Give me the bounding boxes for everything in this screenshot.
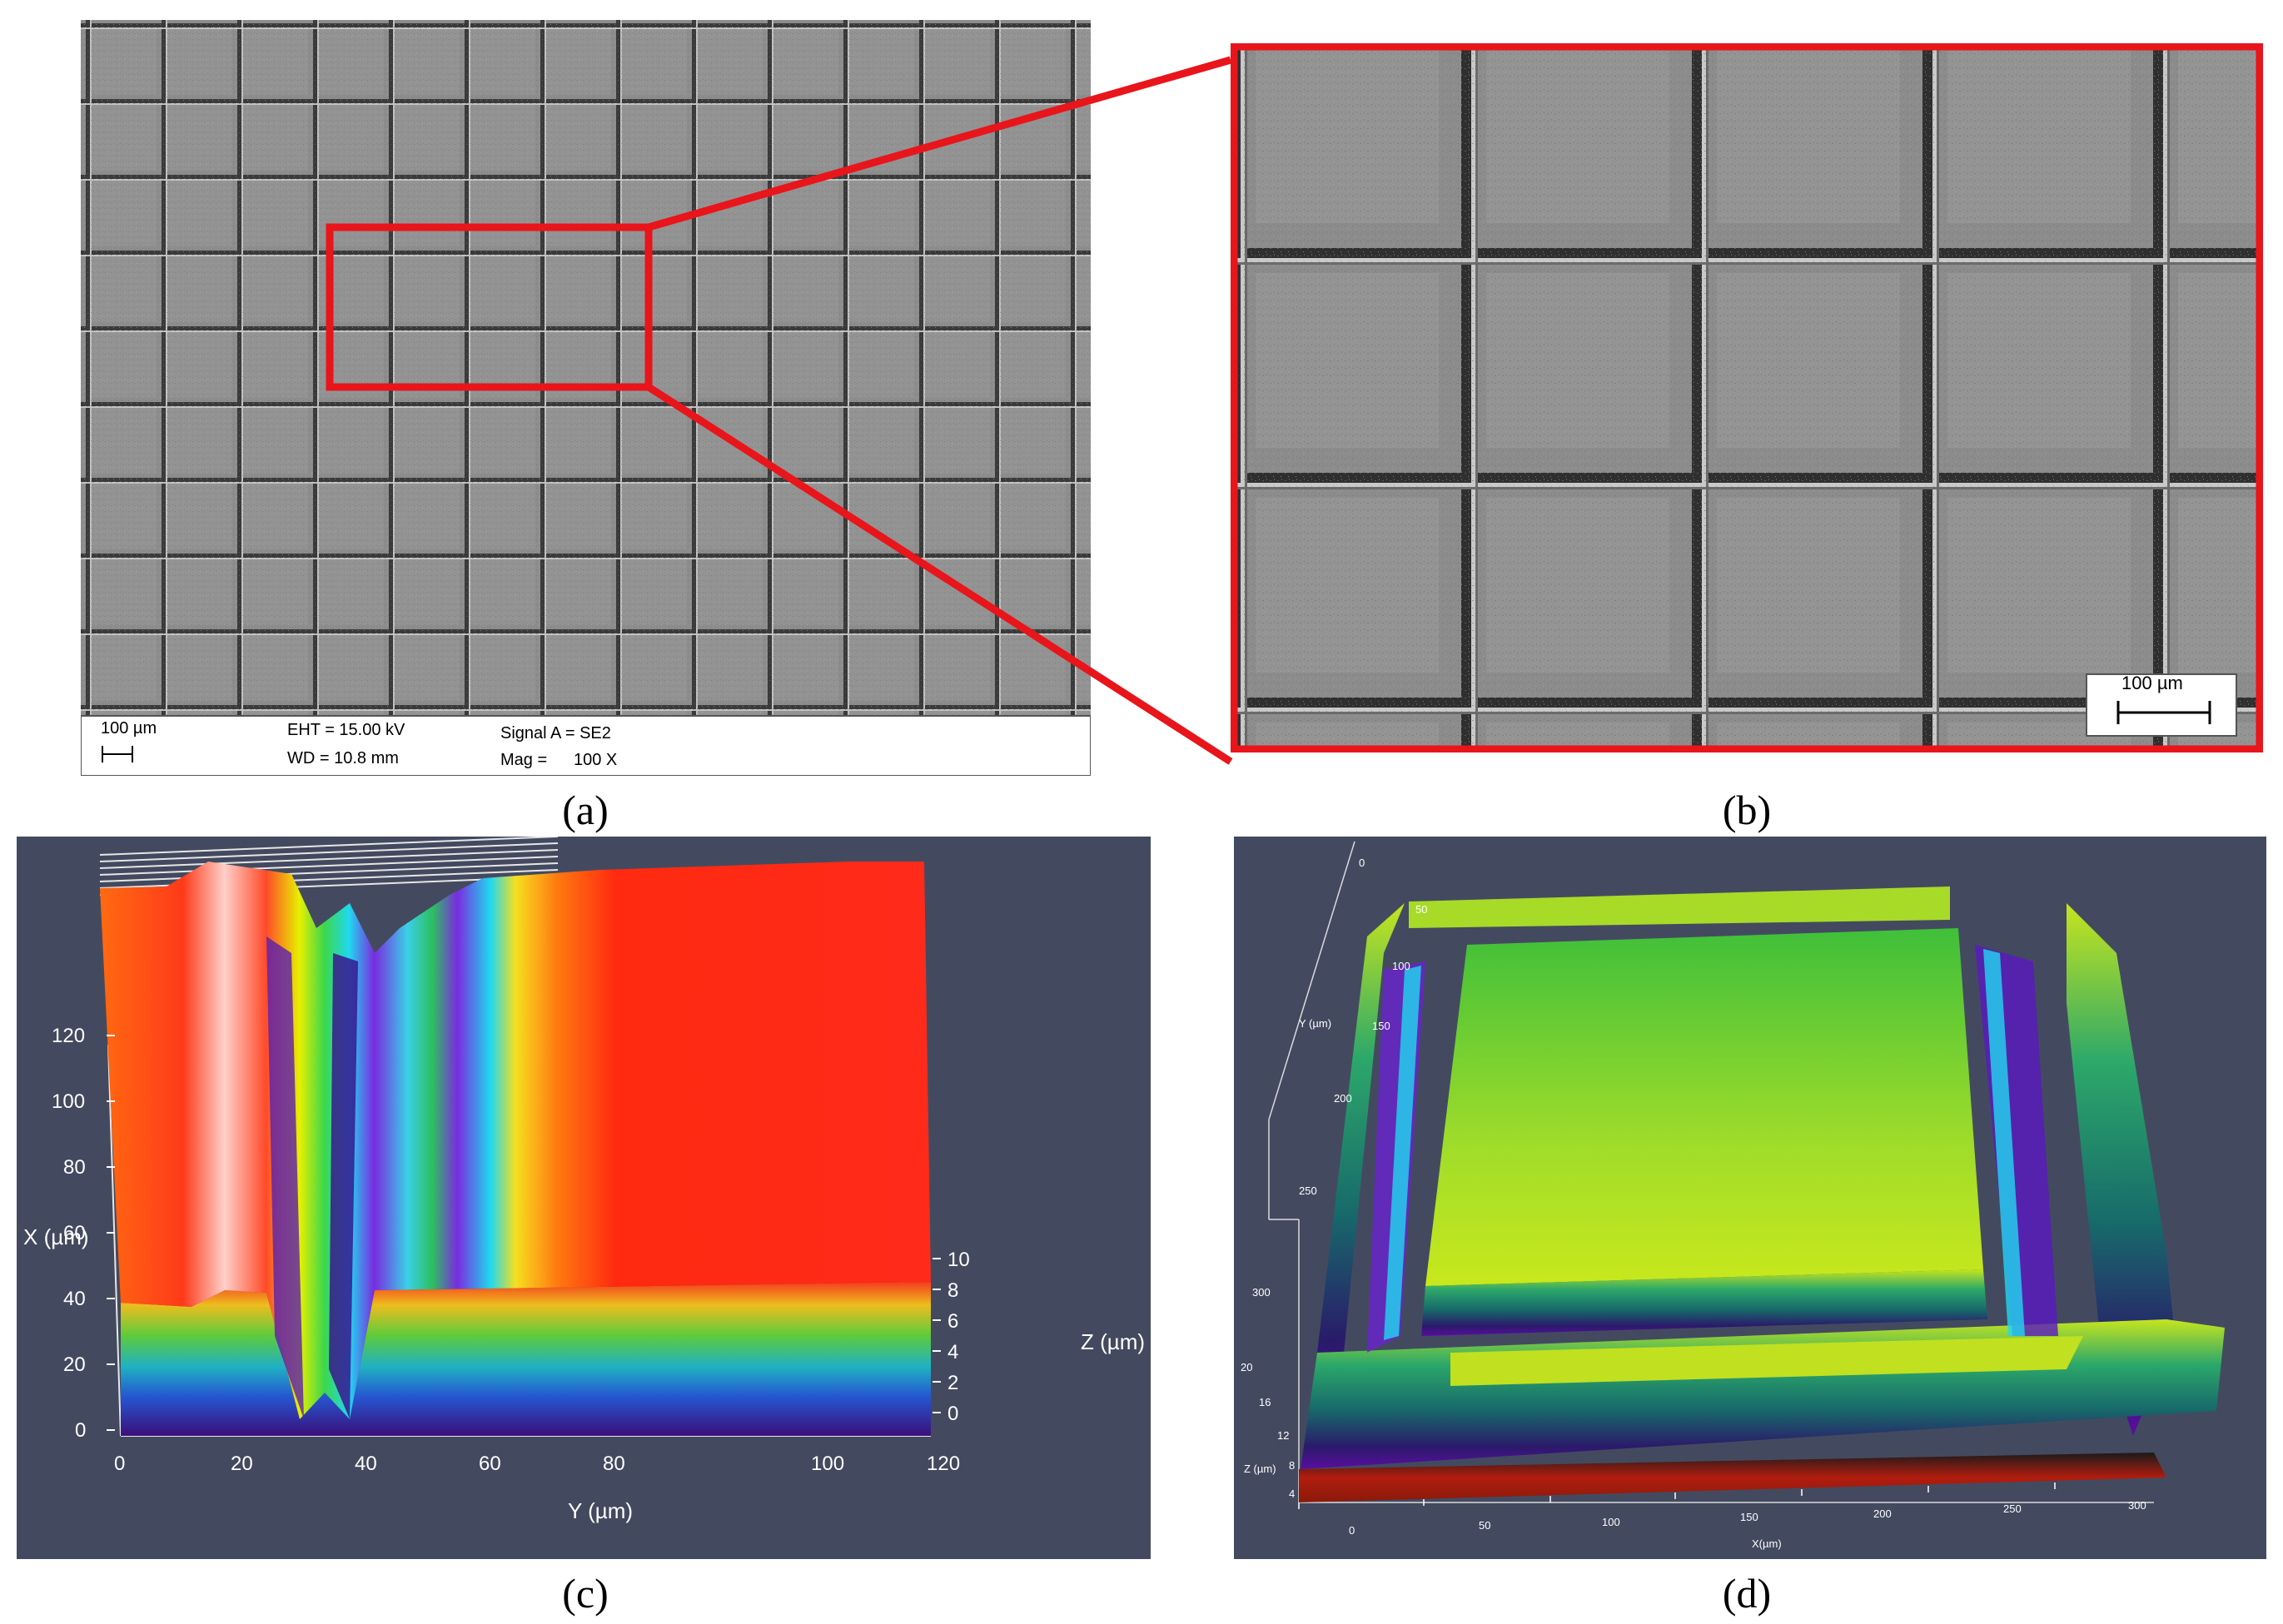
cell-3d-plot xyxy=(1268,841,2225,1509)
d-z-tick-12: 12 xyxy=(1277,1429,1290,1442)
d-y-tick-150: 150 xyxy=(1372,1020,1390,1032)
d-back-wall xyxy=(1409,886,1950,928)
sem-mag-label: Mag = xyxy=(500,751,548,769)
c-x-axis-label: X (µm) xyxy=(23,1224,89,1249)
c-z-axis-label: Z (µm) xyxy=(1081,1329,1146,1354)
d-x-tick-100: 100 xyxy=(1602,1516,1620,1528)
c-z-tick-2: 2 xyxy=(948,1372,959,1394)
c-y-tick-120: 120 xyxy=(927,1453,961,1475)
panel-c: 0 20 40 60 80 100 120 X (µm) 0 20 40 60 … xyxy=(17,837,1151,1559)
profile-3d-plot xyxy=(99,837,941,1437)
d-z-tick-8: 8 xyxy=(1289,1459,1296,1472)
d-x-tick-50: 50 xyxy=(1479,1519,1491,1532)
c-x-tick-60: 60 xyxy=(63,1222,86,1244)
sem-mag-value: 100 X xyxy=(574,751,618,769)
d-y-tick-200: 200 xyxy=(1334,1092,1352,1105)
d-front-wall xyxy=(1301,1319,2225,1469)
d-y-tick-100: 100 xyxy=(1392,960,1410,972)
d-y-axis-label: Y (µm) xyxy=(1299,1017,1332,1030)
zoom-scale-label: 100 µm xyxy=(2121,673,2183,693)
sem-signal-label: Signal A = SE2 xyxy=(500,724,611,742)
d-base-slab xyxy=(1299,1453,2166,1502)
profile-front-face xyxy=(121,1282,931,1436)
c-x-tick-0: 0 xyxy=(75,1419,87,1442)
sem-scale-label: 100 µm xyxy=(101,719,157,738)
d-trench-cyan-left xyxy=(1384,966,1421,1340)
panel-d: 0 50 100 150 200 250 300 Y (µm) 20 16 12… xyxy=(1234,837,2266,1559)
zoom-connector-top xyxy=(647,56,1232,231)
d-y-tick-0: 0 xyxy=(1359,857,1365,869)
c-z-tick-6: 6 xyxy=(948,1310,959,1333)
d-plateau-side xyxy=(1421,1269,1987,1336)
c-y-tick-80: 80 xyxy=(603,1453,625,1475)
d-left-wall xyxy=(1309,903,1405,1419)
c-y-axis-label: Y (µm) xyxy=(568,1498,634,1523)
c-z-tick-10: 10 xyxy=(948,1249,970,1271)
panel-b: 100 µm xyxy=(1231,43,2263,752)
sem-scale-bar xyxy=(102,746,133,762)
trench-shadow-right xyxy=(329,953,358,1419)
trench-shadow-left xyxy=(266,936,304,1419)
caption-a: (a) xyxy=(562,787,609,833)
d-x-tick-150: 150 xyxy=(1740,1511,1758,1523)
d-plateau-top xyxy=(1425,928,1983,1286)
caption-d: (d) xyxy=(1722,1570,1772,1617)
c-x-tick-80: 80 xyxy=(63,1156,86,1179)
panel-a: 100 µm EHT = 15.00 kV WD = 10.8 mm Signa… xyxy=(81,20,1091,776)
d-y-tick-250: 250 xyxy=(1299,1184,1317,1197)
d-axis-frame xyxy=(1268,841,2154,1503)
d-x-axis-label: X(µm) xyxy=(1752,1537,1782,1550)
d-right-wall xyxy=(2067,903,2175,1436)
zoom-connector-bottom xyxy=(646,384,1233,765)
c-x-tick-120: 120 xyxy=(52,1025,86,1047)
sem-eht-label: EHT = 15.00 kV xyxy=(287,721,405,739)
c-y-tick-0: 0 xyxy=(114,1453,126,1475)
d-y-tick-50: 50 xyxy=(1415,903,1428,916)
d-x-tick-0: 0 xyxy=(1349,1524,1355,1537)
d-x-tick-300: 300 xyxy=(2128,1499,2146,1512)
d-z-tick-20: 20 xyxy=(1241,1361,1253,1373)
c-x-tick-40: 40 xyxy=(63,1288,86,1310)
c-y-tick-60: 60 xyxy=(479,1453,501,1475)
sem-wd-label: WD = 10.8 mm xyxy=(287,749,399,767)
d-z-tick-4: 4 xyxy=(1289,1487,1296,1500)
c-z-tick-4: 4 xyxy=(948,1341,959,1363)
c-y-tick-40: 40 xyxy=(355,1453,377,1475)
caption-c: (c) xyxy=(562,1570,609,1617)
d-y-tick-300: 300 xyxy=(1252,1286,1271,1299)
sem-overview-image xyxy=(81,20,1091,776)
d-z-axis-label: Z (µm) xyxy=(1244,1463,1276,1475)
profile-top-surface xyxy=(100,862,931,1419)
c-z-tick-0: 0 xyxy=(948,1403,959,1425)
c-y-tick-100: 100 xyxy=(811,1453,845,1475)
d-front-wall-top xyxy=(1450,1336,2083,1386)
caption-b: (b) xyxy=(1722,787,1772,833)
d-x-tick-200: 200 xyxy=(1873,1507,1892,1520)
d-x-tick-250: 250 xyxy=(2003,1502,2022,1515)
c-x-tick-20: 20 xyxy=(63,1353,86,1376)
zoom-connector-overlay xyxy=(326,56,1233,765)
d-trench-cyan-right xyxy=(1983,949,2025,1336)
zoom-highlight-box xyxy=(326,223,653,391)
d-z-tick-16: 16 xyxy=(1259,1396,1271,1408)
c-y-tick-20: 20 xyxy=(231,1453,253,1475)
sem-zoom-image xyxy=(1231,43,2263,752)
c-z-tick-8: 8 xyxy=(948,1279,959,1302)
c-x-tick-100: 100 xyxy=(52,1090,86,1113)
